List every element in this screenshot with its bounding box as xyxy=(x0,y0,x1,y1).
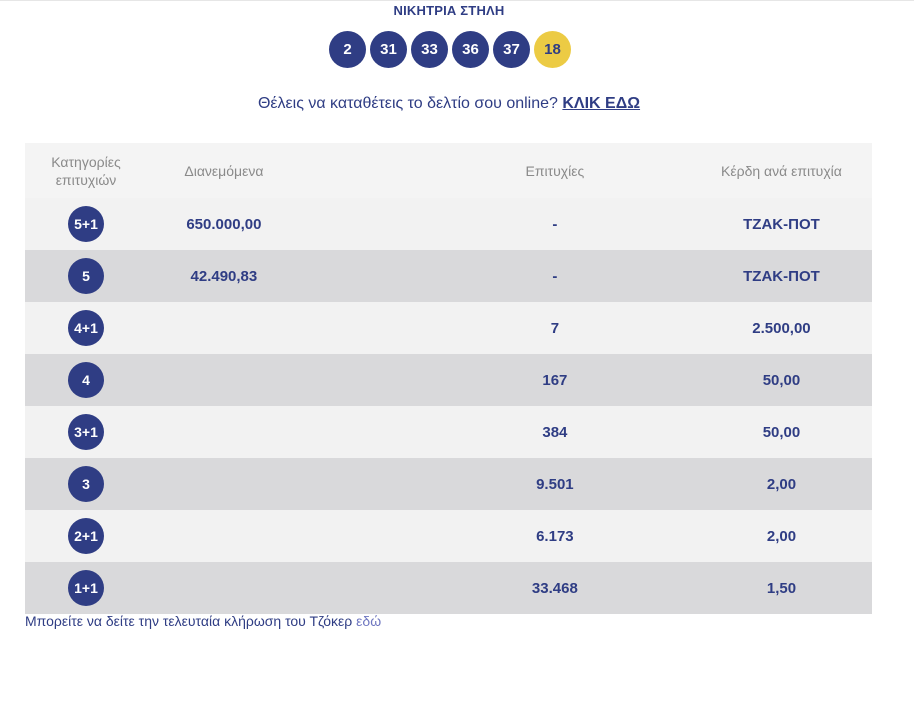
header-distributed: Διανεμόμενα xyxy=(184,162,264,179)
number-ball: 31 xyxy=(370,31,407,68)
category-badge: 5 xyxy=(67,258,104,294)
winners-cell: 167 xyxy=(542,371,568,389)
prize-cell: 2,00 xyxy=(766,527,797,545)
click-here-link[interactable]: ΚΛΙΚ ΕΔΩ xyxy=(562,95,641,112)
footer-note: Μπορείτε να δείτε την τελευταία κλήρωση … xyxy=(25,613,381,629)
category-badge: 1+1 xyxy=(67,570,104,606)
winning-numbers: 2 31 33 36 37 18 xyxy=(329,31,571,68)
joker-ball: 18 xyxy=(534,31,571,68)
winners-cell: 7 xyxy=(550,319,560,337)
table-row: 2+1 6.173 2,00 xyxy=(25,510,872,562)
category-badge: 3 xyxy=(67,466,104,502)
header-category: Κατηγορίες επιτυχιών xyxy=(51,153,121,188)
table-row: 5 42.490,83 - ΤΖΑΚ-ΠΟΤ xyxy=(25,250,872,302)
winners-cell: 33.468 xyxy=(531,579,578,597)
prize-cell: 50,00 xyxy=(762,371,801,389)
number-ball: 2 xyxy=(329,31,366,68)
table-row: 4 167 50,00 xyxy=(25,354,872,406)
prize-cell: 50,00 xyxy=(762,423,801,441)
number-ball: 33 xyxy=(411,31,448,68)
table-header: Κατηγορίες επιτυχιών Διανεμόμενα Επιτυχί… xyxy=(25,143,872,198)
distributed-cell: 42.490,83 xyxy=(190,267,258,285)
winning-column-title: ΝΙΚΗΤΡΙΑ ΣΤΗΛΗ xyxy=(393,3,505,18)
category-badge: 2+1 xyxy=(67,518,104,554)
top-divider xyxy=(0,0,914,1)
winners-cell: - xyxy=(552,215,558,233)
table-row: 3 9.501 2,00 xyxy=(25,458,872,510)
header-winners: Επιτυχίες xyxy=(525,162,585,179)
winners-cell: 6.173 xyxy=(536,527,574,545)
winners-cell: 384 xyxy=(542,423,568,441)
category-badge: 5+1 xyxy=(67,206,104,242)
prize-cell: ΤΖΑΚ-ΠΟΤ xyxy=(743,215,820,233)
prize-cell: 2.500,00 xyxy=(752,319,811,337)
category-badge: 3+1 xyxy=(67,414,104,450)
category-badge: 4+1 xyxy=(67,310,104,346)
latest-joker-draw-link[interactable]: εδώ xyxy=(356,613,382,629)
footer-text: Μπορείτε να δείτε την τελευταία κλήρωση … xyxy=(25,613,353,629)
prize-cell: 2,00 xyxy=(766,475,797,493)
table-row: 3+1 384 50,00 xyxy=(25,406,872,458)
number-ball: 37 xyxy=(493,31,530,68)
table-row: 1+1 33.468 1,50 xyxy=(25,562,872,614)
table-row: 4+1 7 2.500,00 xyxy=(25,302,872,354)
results-table: Κατηγορίες επιτυχιών Διανεμόμενα Επιτυχί… xyxy=(25,143,872,614)
winners-cell: - xyxy=(552,267,558,285)
distributed-cell: 650.000,00 xyxy=(186,215,262,233)
online-question: Θέλεις να καταθέτεις το δελτίο σου onlin… xyxy=(257,95,558,112)
prize-cell: 1,50 xyxy=(766,579,797,597)
number-ball: 36 xyxy=(452,31,489,68)
header-prize: Κέρδη ανά επιτυχία xyxy=(721,162,842,179)
prize-cell: ΤΖΑΚ-ΠΟΤ xyxy=(743,267,820,285)
table-row: 5+1 650.000,00 - ΤΖΑΚ-ΠΟΤ xyxy=(25,198,872,250)
winners-cell: 9.501 xyxy=(536,475,574,493)
online-promo: Θέλεις να καταθέτεις το δελτίο σου onlin… xyxy=(0,95,898,113)
category-badge: 4 xyxy=(67,362,104,398)
